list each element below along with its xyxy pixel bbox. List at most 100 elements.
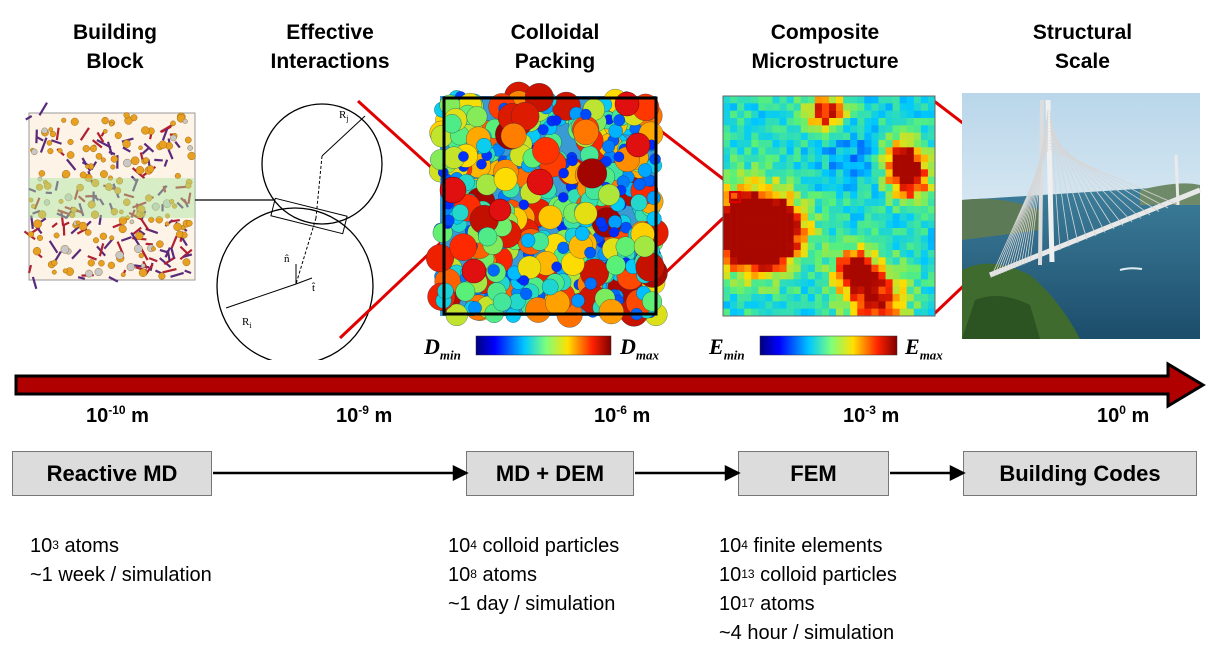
heatmap-cell: [737, 294, 745, 302]
heatmap-cell: [800, 228, 809, 236]
heatmap-cell: [829, 154, 837, 163]
heatmap-cell: [899, 286, 908, 295]
heatmap-cell: [913, 220, 922, 229]
atom: [36, 234, 43, 241]
heatmap-cell: [878, 162, 886, 170]
heatmap-cell: [857, 125, 865, 133]
atom: [135, 166, 145, 175]
heatmap-cell: [878, 125, 886, 133]
heatmap-cell: [913, 198, 922, 207]
symbol: D: [424, 334, 440, 359]
heatmap-cell: [807, 110, 816, 119]
heatmap-cell: [836, 147, 844, 155]
heatmap-cell: [836, 220, 844, 229]
heatmap-cell: [751, 140, 759, 148]
heatmap-cell: [857, 301, 865, 309]
heatmap-cell: [786, 286, 794, 295]
heatmap-cell: [786, 235, 794, 243]
heatmap-cell: [885, 125, 893, 133]
heatmap-cell: [821, 257, 830, 265]
heatmap-cell: [857, 257, 865, 265]
atom: [67, 138, 74, 145]
heatmap-cell: [871, 176, 879, 185]
heatmap-cell: [821, 103, 830, 111]
heatmap-cell: [885, 132, 893, 141]
scale-label-1e-9: 10-9 m: [336, 403, 392, 428]
heatmap-cell: [864, 206, 872, 214]
heatmap-cell: [843, 220, 851, 229]
heatmap-cell: [899, 264, 908, 273]
heatmap-cell: [793, 110, 802, 119]
heatmap-cell: [793, 162, 802, 170]
heatmap-cell: [751, 125, 759, 133]
heatmap-cell: [864, 169, 872, 177]
bond: [79, 127, 90, 141]
bridge-photo: [962, 93, 1201, 339]
heatmap-cell: [829, 213, 837, 221]
heatmap-cell: [899, 154, 908, 163]
heatmap-cell: [857, 228, 865, 236]
heatmap-cell: [850, 132, 858, 141]
detail-line: 1013 colloid particles: [719, 561, 897, 590]
heatmap-cell: [723, 169, 731, 177]
heatmap-cell: [913, 242, 922, 251]
simulation-box: [442, 96, 658, 316]
heatmap-cell: [772, 147, 780, 155]
heatmap-cell: [737, 176, 745, 185]
normal-label: n̂: [284, 253, 290, 265]
heatmap-cell: [821, 140, 830, 148]
heatmap-cell: [885, 286, 893, 295]
title-line: Packing: [514, 50, 596, 73]
colloid-particle: [646, 211, 662, 227]
heatmap-cell: [807, 103, 816, 111]
heatmap-cell: [772, 279, 780, 287]
heatmap-cell: [779, 140, 787, 148]
atom: [82, 145, 90, 153]
heatmap-cell: [920, 176, 929, 185]
heatmap-cell: [758, 264, 766, 273]
heatmap-cell: [829, 308, 837, 317]
heatmap-cell: [885, 264, 893, 273]
heatmap-cell: [913, 286, 922, 295]
heatmap-cell: [744, 213, 752, 221]
heatmap-cell: [913, 147, 922, 155]
heatmap-cell: [906, 154, 915, 163]
heatmap-cell: [737, 228, 745, 236]
atom: [120, 272, 126, 278]
radius-j-label: Rj: [339, 109, 349, 123]
heatmap-cell: [758, 118, 766, 126]
length-scale-arrow: [14, 361, 1206, 409]
heatmap-cells: [723, 96, 936, 317]
heatmap-cell: [779, 279, 787, 287]
heatmap-cell: [786, 279, 794, 287]
heatmap-cell: [744, 96, 752, 104]
heatmap-cell: [843, 154, 851, 163]
heatmap-cell: [878, 154, 886, 163]
heatmap-cell: [765, 132, 773, 141]
method-label: MD + DEM: [495, 460, 605, 486]
heatmap-cell: [829, 140, 837, 148]
title-line: Scale: [1055, 50, 1110, 73]
bond: [179, 248, 193, 261]
atom: [141, 126, 150, 135]
heatmap-cell: [913, 228, 922, 236]
heatmap-cell: [821, 118, 830, 126]
bond: [55, 127, 60, 141]
heatmap-cell: [871, 235, 879, 243]
heatmap-cell: [892, 184, 900, 192]
atom: [165, 213, 170, 219]
heatmap-cell: [878, 103, 886, 111]
colloid-particle: [613, 114, 626, 126]
atom: [43, 199, 50, 206]
heatmap-cell: [779, 301, 787, 309]
colloid-particle: [584, 277, 597, 290]
heatmap-cell: [878, 198, 886, 207]
heatmap-cell: [871, 147, 879, 155]
heatmap-cell: [899, 294, 908, 302]
heatmap-cell: [807, 154, 816, 163]
text: atoms: [58, 535, 119, 557]
heatmap-cell: [892, 257, 900, 265]
heatmap-cell: [730, 206, 738, 214]
atom: [64, 193, 73, 202]
title-line: Colloidal: [510, 21, 600, 44]
